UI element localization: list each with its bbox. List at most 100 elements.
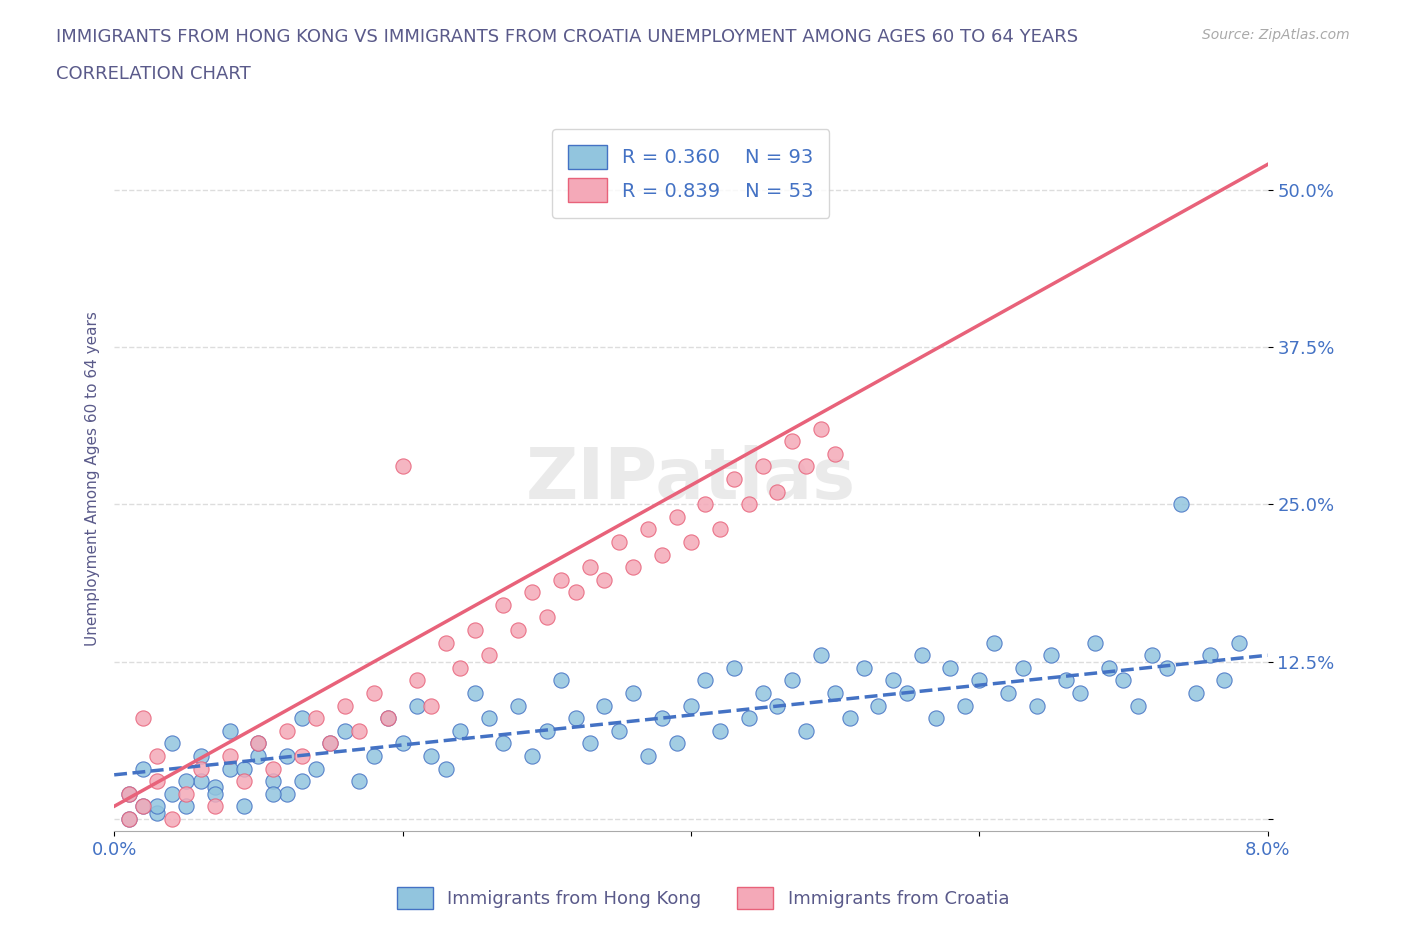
Point	[174, 799, 197, 814]
Point	[449, 660, 471, 675]
Point	[218, 724, 240, 738]
Point	[146, 799, 169, 814]
Point	[333, 698, 356, 713]
Point	[794, 724, 817, 738]
Point	[1084, 635, 1107, 650]
Point	[536, 610, 558, 625]
Point	[621, 560, 644, 575]
Point	[1170, 497, 1192, 512]
Point	[896, 685, 918, 700]
Point	[117, 812, 139, 827]
Y-axis label: Unemployment Among Ages 60 to 64 years: Unemployment Among Ages 60 to 64 years	[86, 312, 100, 646]
Point	[593, 698, 616, 713]
Point	[204, 799, 226, 814]
Point	[810, 648, 832, 663]
Point	[363, 749, 385, 764]
Point	[132, 799, 155, 814]
Point	[651, 711, 673, 725]
Point	[695, 497, 717, 512]
Text: CORRELATION CHART: CORRELATION CHART	[56, 65, 252, 83]
Point	[752, 459, 775, 474]
Point	[434, 635, 457, 650]
Point	[377, 711, 399, 725]
Point	[810, 421, 832, 436]
Point	[637, 522, 659, 537]
Point	[564, 585, 586, 600]
Point	[637, 749, 659, 764]
Point	[247, 736, 270, 751]
Point	[333, 724, 356, 738]
Point	[132, 761, 155, 776]
Point	[824, 685, 846, 700]
Point	[204, 780, 226, 795]
Point	[160, 736, 183, 751]
Point	[868, 698, 890, 713]
Point	[174, 786, 197, 801]
Point	[276, 749, 298, 764]
Point	[391, 459, 413, 474]
Point	[621, 685, 644, 700]
Point	[233, 774, 256, 789]
Point	[780, 433, 803, 448]
Point	[824, 446, 846, 461]
Point	[695, 673, 717, 688]
Point	[536, 724, 558, 738]
Point	[492, 597, 515, 612]
Point	[204, 786, 226, 801]
Point	[464, 685, 486, 700]
Point	[1156, 660, 1178, 675]
Point	[132, 711, 155, 725]
Point	[262, 786, 284, 801]
Point	[146, 749, 169, 764]
Point	[579, 560, 602, 575]
Point	[679, 698, 702, 713]
Point	[550, 572, 572, 587]
Point	[291, 774, 314, 789]
Point	[233, 761, 256, 776]
Point	[997, 685, 1019, 700]
Point	[1126, 698, 1149, 713]
Point	[319, 736, 342, 751]
Point	[190, 761, 212, 776]
Point	[794, 459, 817, 474]
Point	[766, 698, 789, 713]
Point	[1026, 698, 1049, 713]
Text: Source: ZipAtlas.com: Source: ZipAtlas.com	[1202, 28, 1350, 42]
Point	[190, 749, 212, 764]
Point	[1112, 673, 1135, 688]
Point	[478, 648, 501, 663]
Point	[291, 749, 314, 764]
Point	[709, 724, 731, 738]
Text: IMMIGRANTS FROM HONG KONG VS IMMIGRANTS FROM CROATIA UNEMPLOYMENT AMONG AGES 60 : IMMIGRANTS FROM HONG KONG VS IMMIGRANTS …	[56, 28, 1078, 46]
Point	[434, 761, 457, 776]
Point	[218, 761, 240, 776]
Point	[420, 749, 443, 764]
Point	[117, 786, 139, 801]
Point	[679, 535, 702, 550]
Point	[1227, 635, 1250, 650]
Point	[852, 660, 875, 675]
Point	[579, 736, 602, 751]
Point	[363, 685, 385, 700]
Point	[349, 724, 371, 738]
Point	[752, 685, 775, 700]
Point	[766, 485, 789, 499]
Point	[291, 711, 314, 725]
Point	[983, 635, 1005, 650]
Point	[247, 749, 270, 764]
Point	[780, 673, 803, 688]
Point	[1040, 648, 1063, 663]
Point	[391, 736, 413, 751]
Point	[305, 761, 328, 776]
Point	[522, 749, 544, 764]
Point	[406, 673, 429, 688]
Text: ZIPatlas: ZIPatlas	[526, 445, 856, 513]
Point	[1098, 660, 1121, 675]
Point	[723, 660, 745, 675]
Point	[305, 711, 328, 725]
Point	[478, 711, 501, 725]
Point	[1054, 673, 1077, 688]
Point	[593, 572, 616, 587]
Point	[925, 711, 948, 725]
Point	[132, 799, 155, 814]
